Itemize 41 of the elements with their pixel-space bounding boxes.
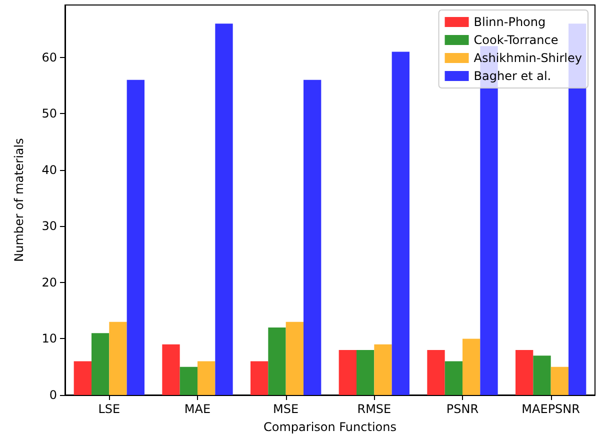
bar (215, 24, 233, 395)
y-tick-label: 0 (49, 388, 57, 402)
x-tick-label: LSE (98, 402, 120, 416)
bar (444, 361, 462, 395)
x-tick-label: PSNR (446, 402, 479, 416)
bar (392, 52, 410, 395)
x-tick-label: RMSE (357, 402, 392, 416)
bar (109, 322, 127, 395)
x-tick-label: MSE (273, 402, 299, 416)
bar (304, 80, 322, 395)
bar (198, 361, 216, 395)
y-tick-label: 50 (42, 106, 57, 121)
bar (92, 333, 110, 395)
x-tick-label: MAE (184, 402, 211, 416)
legend-label: Ashikhmin-Shirley (474, 51, 582, 65)
y-tick-label: 20 (42, 275, 57, 290)
bar (427, 350, 445, 395)
bar (462, 338, 480, 395)
x-axis-title: Comparison Functions (264, 420, 396, 434)
bar (74, 361, 92, 395)
bar (356, 350, 374, 395)
bar (250, 361, 268, 395)
legend-label: Cook-Torrance (474, 33, 558, 47)
bar (162, 344, 180, 395)
y-tick-label: 60 (42, 50, 57, 64)
bar (550, 366, 568, 395)
y-tick-label: 40 (42, 162, 57, 177)
x-tick-label: MAEPSNR (522, 402, 580, 416)
bar (338, 350, 356, 395)
y-tick-label: 30 (42, 219, 57, 234)
bar (533, 356, 551, 395)
bar (286, 322, 304, 395)
y-axis-title: Number of materials (12, 138, 26, 262)
bar (180, 366, 198, 395)
bar (268, 327, 286, 395)
legend-label: Blinn-Phong (474, 15, 546, 29)
bar (126, 80, 144, 395)
y-tick-label: 10 (42, 332, 57, 346)
bar (516, 350, 534, 395)
bar (374, 344, 392, 395)
legend-label: Bagher et al. (474, 69, 552, 83)
